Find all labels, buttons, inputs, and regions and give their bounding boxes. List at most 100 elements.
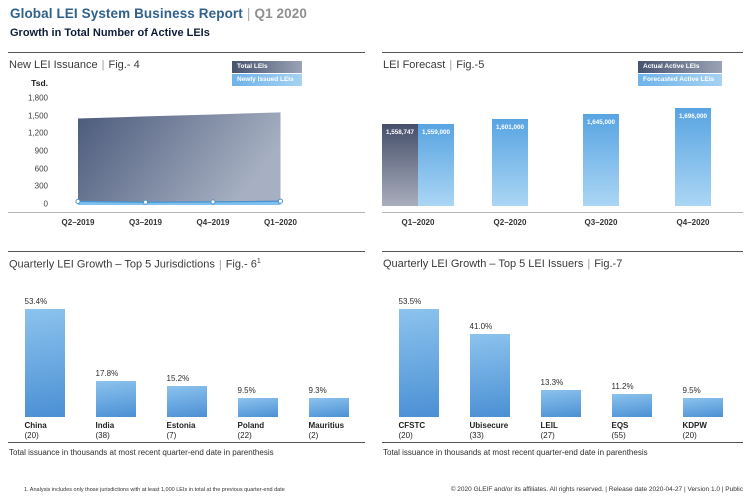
data-point-marker [210,199,216,205]
bar-block: 9.5% [237,280,278,417]
forecasted-active-leis-bar: 1,559,000 [418,124,454,206]
issuance-count-label: (20) [682,431,697,440]
percent-label: 41.0% [469,322,493,332]
legend: Total LEIs Newly Issued LEIs [232,61,302,87]
growth-bar [166,386,207,417]
legend-item-forecasted-active-leis: Forecasted Active LEIs [638,74,722,86]
legend: Actual Active LEIs Forecasted Active LEI… [638,61,722,87]
category-label: Ubisecure [469,421,509,430]
panel-new-lei-issuance: New LEI Issuance | Fig.- 4 Total LEIs Newl… [8,52,365,252]
title-separator: | [449,59,453,71]
bar-column: 9.5% KDPW (20) [667,280,738,440]
issuance-count-label: (20) [398,431,413,440]
issuance-count-label: (38) [95,431,110,440]
y-tick-label: 1,500 [27,111,48,121]
y-tick-label: 1,200 [27,128,48,138]
chart-title-text: Quarterly LEI Growth – Top 5 Jurisdictio… [9,258,215,271]
bar-group: 1,645,000 [565,114,637,206]
chart-title: LEI Forecast | Fig.-5 [383,59,484,71]
bar-value-label: 1,559,000 [421,129,450,137]
percent-label: 9.3% [308,386,327,396]
growth-bar [682,397,723,417]
category-label: India [95,421,115,430]
x-axis-label: Q3–2019 [129,218,162,227]
bar-column: 17.8% India (38) [80,280,151,440]
bar-block: 9.3% [308,280,349,417]
bar-column: 9.5% Poland (22) [222,280,293,440]
legend-item-newly-issued-leis: Newly Issued LEIs [232,74,302,86]
bar-value-label: 1,645,000 [586,119,615,127]
bar-column: 11.2% EQS (55) [596,280,667,440]
bar-column: 53.4% China (20) [9,280,80,440]
bar-chart: 1,558,747 1,559,000 1,601,000 1,645,000 1,69… [382,103,743,212]
y-tick-label: 1,800 [27,93,48,103]
bar-block: 53.4% [24,280,65,417]
forecasted-active-leis-bar: 1,601,000 [492,119,528,206]
growth-bar [95,381,136,417]
y-tick-label: 300 [34,181,48,191]
category-label: KDPW [682,421,707,430]
chart-note: Total issuance in thousands at most rece… [9,448,274,457]
bar-chart: 53.4% China (20) 17.8% India (38) 15.2% Estonia… [9,280,365,440]
legend-item-actual-active-leis: Actual Active LEIs [638,61,722,73]
report-title: Global LEI System Business Report [10,6,243,21]
percent-label: 11.2% [611,382,634,392]
growth-bar [469,334,510,417]
title-separator: | [246,6,251,21]
title-separator: | [218,258,222,271]
data-point-marker [75,198,81,205]
bar-value-label: 1,601,000 [495,124,524,132]
divider-line [8,442,365,443]
chart-title: Quarterly LEI Growth – Top 5 LEI Issuers… [383,258,622,270]
actual-active-leis-bar: 1,558,747 [382,124,418,206]
copyright: © 2020 GLEIF and/or its affiliates. All … [450,486,743,493]
chart-note: Total issuance in thousands at most rece… [383,448,648,457]
bar-block: 53.5% [398,280,439,417]
issuance-count-label: (20) [24,431,39,440]
bar-column: 53.5% CFSTC (20) [383,280,454,440]
bar-value-label: 1,558,747 [385,129,414,137]
growth-bar [237,397,278,417]
total-leis-area [78,112,281,205]
percent-label: 15.2% [166,374,190,384]
growth-bar [308,398,349,417]
category-label: Mauritius [308,421,345,430]
x-axis-label: Q1–2020 [264,218,297,227]
chart-title-text: LEI Forecast [383,59,446,71]
category-label: CFSTC [398,421,426,430]
area-chart-svg [75,112,284,205]
report-period: Q1 2020 [254,6,307,21]
forecasted-active-leis-bar: 1,645,000 [583,114,619,206]
bar-block: 41.0% [469,280,510,417]
percent-label: 53.4% [24,297,48,307]
title-separator: | [587,258,591,270]
chart-title: Quarterly LEI Growth – Top 5 Jurisdictio… [9,258,261,271]
bar-group: 1,696,000 [657,108,729,206]
growth-bar [24,309,65,417]
x-axis-line [382,212,743,213]
panel-top5-jurisdictions: Quarterly LEI Growth – Top 5 Jurisdictio… [8,251,365,460]
category-label: China [24,421,47,430]
bar-column: 13.3% LEIL (27) [525,280,596,440]
chart-title-text: Quarterly LEI Growth – Top 5 LEI Issuers [383,258,584,270]
percent-label: 9.5% [682,385,701,395]
category-label: Poland [237,421,265,430]
growth-bar [540,390,581,417]
category-label: Q2–2020 [493,218,527,227]
y-tick-label: 900 [34,146,48,156]
bar-column: 9.3% Mauritius (2) [293,280,364,440]
figure-label: Fig.- 4 [108,59,140,71]
panel-lei-forecast: LEI Forecast | Fig.-5 Actual Active LEIs F… [382,52,743,252]
issuance-count-label: (7) [166,431,177,440]
bar-block: 9.5% [682,280,723,417]
figure-footnote-marker: 1 [256,258,261,265]
category-label: Q3–2020 [584,218,618,227]
issuance-count-label: (33) [469,431,484,440]
growth-bar [398,308,439,417]
bar-value-label: 1,696,000 [678,113,707,121]
page-title: Global LEI System Business Report | Q1 202… [10,6,307,21]
bar-chart: 53.5% CFSTC (20) 41.0% Ubisecure (33) 13.3% LEI… [383,280,743,440]
category-label: Q1–2020 [401,218,435,227]
x-axis-label: Q4–2019 [196,218,230,227]
